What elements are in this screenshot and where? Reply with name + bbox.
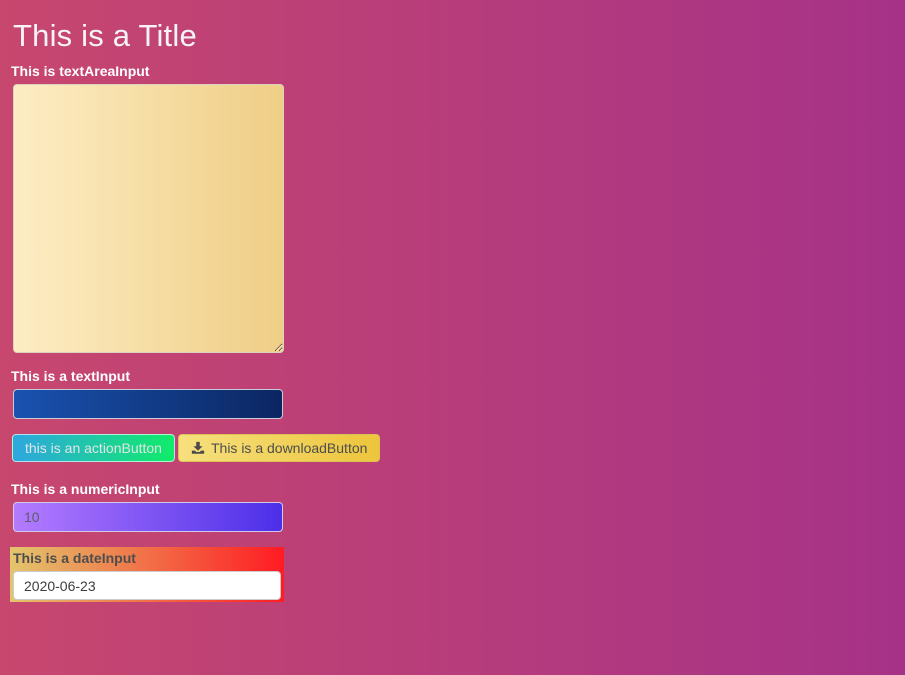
- text-input[interactable]: [13, 389, 283, 419]
- text-input-group: This is a textInput: [11, 368, 300, 419]
- textarea-group: This is textAreaInput: [11, 63, 300, 353]
- download-button[interactable]: This is a downloadButton: [177, 434, 381, 462]
- page-title: This is a Title: [13, 18, 197, 53]
- date-input[interactable]: [13, 571, 281, 600]
- numeric-input[interactable]: [13, 502, 283, 532]
- button-row: this is an actionButton This is a downlo…: [12, 434, 381, 462]
- date-input-label: This is a dateInput: [13, 550, 136, 566]
- date-input-group: This is a dateInput: [10, 547, 284, 602]
- action-button[interactable]: this is an actionButton: [12, 434, 175, 462]
- numeric-input-label: This is a numericInput: [11, 481, 160, 497]
- textarea-input[interactable]: [13, 84, 284, 353]
- text-input-label: This is a textInput: [11, 368, 131, 384]
- textarea-label: This is textAreaInput: [11, 63, 150, 79]
- action-button-label: this is an actionButton: [25, 440, 162, 456]
- download-button-label: This is a downloadButton: [210, 440, 368, 456]
- main-container: This is a Title This is textAreaInput Th…: [0, 18, 381, 602]
- numeric-input-group: This is a numericInput: [11, 481, 300, 532]
- download-icon: [191, 441, 205, 455]
